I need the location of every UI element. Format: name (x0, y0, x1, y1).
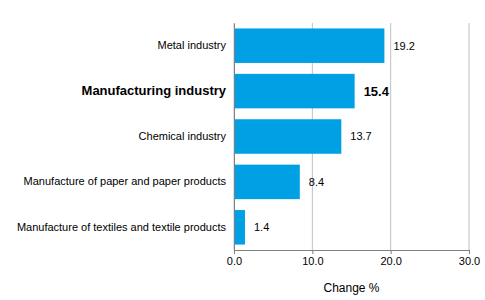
bar (234, 210, 245, 245)
y-axis: Metal industry Manufacturing industry Chem… (17, 24, 235, 251)
data-labels: 19.2 15.4 13.7 8.4 1.4 (254, 40, 415, 234)
x-tick-mark (234, 250, 235, 254)
grid-line (234, 23, 235, 250)
y-tick: Manufacture of textiles and textile prod… (17, 221, 234, 233)
category-label: Manufacture of paper and paper products (24, 175, 227, 187)
x-tick-mark (312, 250, 313, 254)
data-label: 15.4 (364, 84, 390, 99)
bar (234, 165, 300, 200)
x-axis-title: Change % (323, 281, 379, 295)
category-label: Manufacture of textiles and textile prod… (17, 221, 227, 233)
x-tick: 10.0 (302, 250, 323, 267)
category-label: Manufacturing industry (82, 83, 227, 98)
chart: 0.0 10.0 20.0 30.0 Metal industry Manufacturi… (0, 0, 485, 300)
category-label: Metal industry (158, 39, 227, 51)
data-label: 1.4 (254, 221, 269, 233)
x-axis: 0.0 10.0 20.0 30.0 (227, 250, 480, 267)
x-tick: 0.0 (227, 250, 242, 267)
data-label: 13.7 (350, 130, 371, 142)
y-axis-line (234, 24, 235, 251)
x-tick: 30.0 (459, 250, 480, 267)
grid-line (390, 23, 391, 250)
x-tick-mark (391, 250, 392, 254)
x-tick-mark (469, 250, 470, 254)
plot: 0.0 10.0 20.0 30.0 Metal industry Manufacturi… (17, 23, 480, 267)
bar (234, 119, 341, 154)
x-tick-label: 30.0 (459, 255, 480, 267)
category-label: Chemical industry (139, 130, 227, 142)
x-tick-label: 20.0 (380, 255, 401, 267)
y-tick: Manufacturing industry (82, 83, 234, 98)
y-tick: Metal industry (158, 39, 234, 51)
y-tick: Manufacture of paper and paper products (24, 175, 234, 187)
bar (234, 28, 384, 63)
x-tick: 20.0 (380, 250, 401, 267)
y-tick: Chemical industry (139, 130, 234, 142)
grid-line (469, 23, 470, 250)
x-tick-label: 10.0 (302, 255, 323, 267)
grid (234, 23, 469, 250)
data-label: 8.4 (309, 176, 324, 188)
bar (234, 74, 355, 109)
data-label: 19.2 (393, 40, 414, 52)
x-axis-line (235, 251, 470, 255)
x-tick-label: 0.0 (227, 255, 242, 267)
bars (234, 28, 384, 244)
